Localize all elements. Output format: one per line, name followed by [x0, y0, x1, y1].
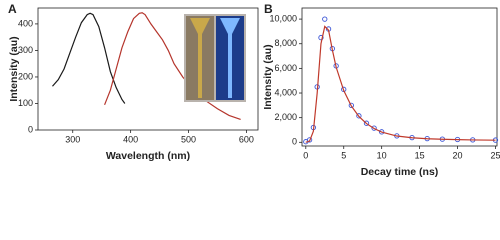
data-point [318, 34, 324, 41]
y-axis-label: Intensity (au) [262, 44, 274, 109]
y-tick-label: 6,000 [274, 63, 297, 73]
x-tick-label: 300 [65, 134, 80, 144]
data-point [356, 113, 362, 119]
y-tick-label: 10,000 [269, 13, 297, 23]
y-axis-label: Intensity (au) [8, 36, 20, 101]
data-line [305, 25, 496, 143]
x-tick-label: 5 [341, 150, 346, 160]
x-axis-label: Decay time (ns) [361, 166, 439, 178]
data-point [371, 125, 377, 131]
y-tick-label: 4,000 [274, 87, 297, 97]
y-tick-label: 300 [18, 45, 33, 55]
y-tick-label: 0 [292, 137, 297, 147]
x-tick-label: 10 [377, 150, 387, 160]
data-line [52, 12, 126, 104]
x-tick-label: 0 [303, 150, 308, 160]
data-point [306, 137, 313, 143]
y-tick-label: 400 [18, 18, 33, 28]
panel-label: A [8, 2, 17, 16]
x-tick-label: 20 [453, 150, 463, 160]
plot-frame [301, 7, 498, 147]
y-tick-label: 200 [18, 71, 33, 81]
inset-photo [184, 14, 246, 102]
panel-label: B [264, 2, 273, 16]
y-tick-label: 2,000 [274, 112, 297, 122]
x-axis-label: Wavelength (nm) [106, 150, 190, 162]
data-point [322, 16, 328, 22]
x-tick-label: 15 [415, 150, 425, 160]
data-point [363, 120, 370, 126]
y-tick-label: 0 [28, 124, 33, 134]
x-tick-label: 400 [123, 134, 138, 144]
data-point [348, 102, 354, 108]
y-tick-label: 8,000 [274, 38, 297, 48]
data-point [379, 129, 385, 135]
y-tick-label: 100 [18, 98, 33, 108]
x-tick-label: 25 [490, 150, 500, 160]
plot-frame [37, 7, 259, 131]
x-tick-label: 500 [181, 134, 196, 144]
x-tick-label: 600 [239, 134, 254, 144]
